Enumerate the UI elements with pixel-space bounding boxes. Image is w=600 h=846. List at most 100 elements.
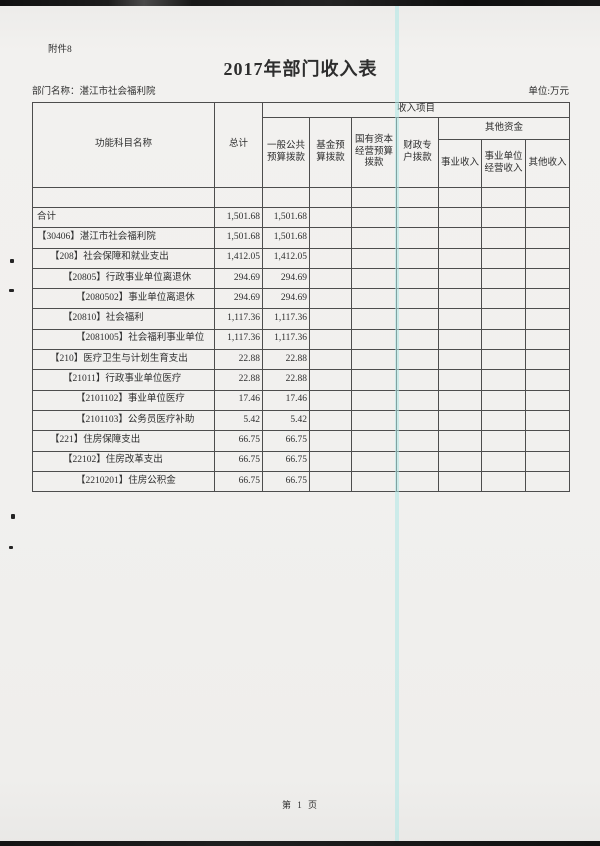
cell-business-income [438, 328, 482, 351]
cell-general-public-budget: 66.75 [262, 430, 310, 452]
cell-business-income [438, 288, 482, 310]
cell-other-income [524, 369, 571, 391]
cell-fund-budget [309, 267, 352, 290]
cell-subject: 【20805】行政事业单位离退休 [32, 267, 215, 290]
col-header-other-funds-group: 其他资金 [437, 117, 571, 140]
cell-total: 22.88 [214, 369, 263, 391]
cell-operating-income [481, 349, 526, 371]
col-header-fund-budget: 基金预算拨款 [309, 117, 352, 188]
table-row: 【2081005】社会福利事业单位 1,117.36 1,117.36 [32, 328, 571, 351]
cell-other-income [524, 288, 571, 310]
cell-state-capital-budget [351, 409, 397, 432]
table-body: 合计 1,501.68 1,501.68 【30406】湛江市社会福利院 1,5… [32, 187, 571, 493]
cell-general-public-budget: 1,501.68 [262, 206, 310, 229]
cell-fund-budget [309, 328, 352, 351]
table-row: 【2210201】住房公积金 66.75 66.75 [32, 470, 571, 493]
cell-fiscal-special-account [396, 267, 439, 290]
cell-fiscal-special-account [396, 369, 439, 391]
cell-general-public-budget: 17.46 [262, 389, 310, 411]
cell-fiscal-special-account [396, 288, 439, 310]
cell-fiscal-special-account [396, 328, 439, 351]
table-row: 【208】社会保障和就业支出 1,412.05 1,412.05 [32, 247, 571, 269]
cell-state-capital-budget [351, 349, 397, 371]
cell-business-income [438, 369, 482, 391]
cell-subject: 【2080502】事业单位离退休 [32, 288, 215, 310]
cell-state-capital-budget [351, 247, 397, 269]
cell-other-income [524, 247, 571, 269]
cell-fund-budget [309, 308, 352, 330]
cell-subject: 【221】住房保障支出 [32, 430, 215, 452]
col-header-general-public-budget: 一般公共预算拨款 [262, 117, 310, 188]
cell-operating-income [481, 267, 526, 290]
cell-general-public-budget: 294.69 [262, 288, 310, 310]
cell-subject: 【21011】行政事业单位医疗 [32, 369, 215, 391]
cell-fiscal-special-account [396, 349, 439, 371]
cell-general-public-budget: 66.75 [262, 470, 310, 493]
cell-business-income [438, 450, 482, 472]
cell-fund-budget [309, 206, 352, 229]
cell-other-income [524, 470, 571, 493]
cell-fund-budget [309, 227, 352, 249]
col-header-fiscal-special-account: 财政专户拨款 [396, 117, 439, 188]
col-header-business-income: 事业收入 [438, 139, 482, 188]
cell-total: 1,117.36 [214, 328, 263, 351]
cell-state-capital-budget [351, 450, 397, 472]
cell-state-capital-budget [351, 328, 397, 351]
cell-fiscal-special-account [396, 430, 439, 452]
cell-other-income [524, 450, 571, 472]
cell-state-capital-budget [351, 369, 397, 391]
scan-edge-bottom [0, 841, 600, 846]
cell-business-income [438, 349, 482, 371]
table-row: 合计 1,501.68 1,501.68 [32, 206, 571, 229]
cell-subject: 合计 [32, 206, 215, 229]
cell-fiscal-special-account [396, 308, 439, 330]
cell-business-income [438, 308, 482, 330]
cell-operating-income [481, 288, 526, 310]
cell-operating-income [481, 450, 526, 472]
cell-other-income [524, 430, 571, 452]
cell-fiscal-special-account [396, 389, 439, 411]
cell-general-public-budget: 294.69 [262, 267, 310, 290]
col-header-business-operating-income: 事业单位经营收入 [481, 139, 526, 188]
cell-other-income [524, 328, 571, 351]
cell-business-income [438, 470, 482, 493]
cell-general-public-budget: 22.88 [262, 349, 310, 371]
cell-fund-budget [309, 470, 352, 493]
cell-business-income [438, 430, 482, 452]
cell-other-income [524, 227, 571, 249]
table-row: 【2101103】公务员医疗补助 5.42 5.42 [32, 409, 571, 432]
scan-speck [10, 259, 14, 263]
table-row: 【20810】社会福利 1,117.36 1,117.36 [32, 308, 571, 330]
col-header-total: 总计 [214, 102, 263, 188]
cell-business-income [438, 267, 482, 290]
cell-general-public-budget: 1,501.68 [262, 227, 310, 249]
document-content: 附件8 2017年部门收入表 部门名称：湛江市社会福利院 单位:万元 功能科目名… [32, 0, 571, 811]
cell-operating-income [481, 389, 526, 411]
cell-total: 1,501.68 [214, 206, 263, 229]
cell-general-public-budget: 66.75 [262, 450, 310, 472]
page-title: 2017年部门收入表 [223, 59, 378, 79]
scan-speck [9, 546, 13, 549]
cell-other-income [524, 349, 571, 371]
cell-operating-income [481, 470, 526, 493]
cell-fund-budget [309, 409, 352, 432]
cell-fund-budget [309, 430, 352, 452]
scan-speck [11, 514, 15, 519]
cell-other-income [524, 308, 571, 330]
cell-operating-income [481, 328, 526, 351]
table-row: 【21011】行政事业单位医疗 22.88 22.88 [32, 369, 571, 391]
cell-other-income [524, 206, 571, 229]
cell-fiscal-special-account [396, 409, 439, 432]
cell-total: 1,412.05 [214, 247, 263, 269]
cell-subject: 【2081005】社会福利事业单位 [32, 328, 215, 351]
cell-fiscal-special-account [396, 227, 439, 249]
cell-subject: 【2210201】住房公积金 [32, 470, 215, 493]
cell-subject: 【208】社会保障和就业支出 [32, 247, 215, 269]
cell-total: 66.75 [214, 470, 263, 493]
table-row: 【2080502】事业单位离退休 294.69 294.69 [32, 288, 571, 310]
table-row: 【20805】行政事业单位离退休 294.69 294.69 [32, 267, 571, 290]
cell-operating-income [481, 308, 526, 330]
cell-state-capital-budget [351, 470, 397, 493]
table-row: 【2101102】事业单位医疗 17.46 17.46 [32, 389, 571, 411]
